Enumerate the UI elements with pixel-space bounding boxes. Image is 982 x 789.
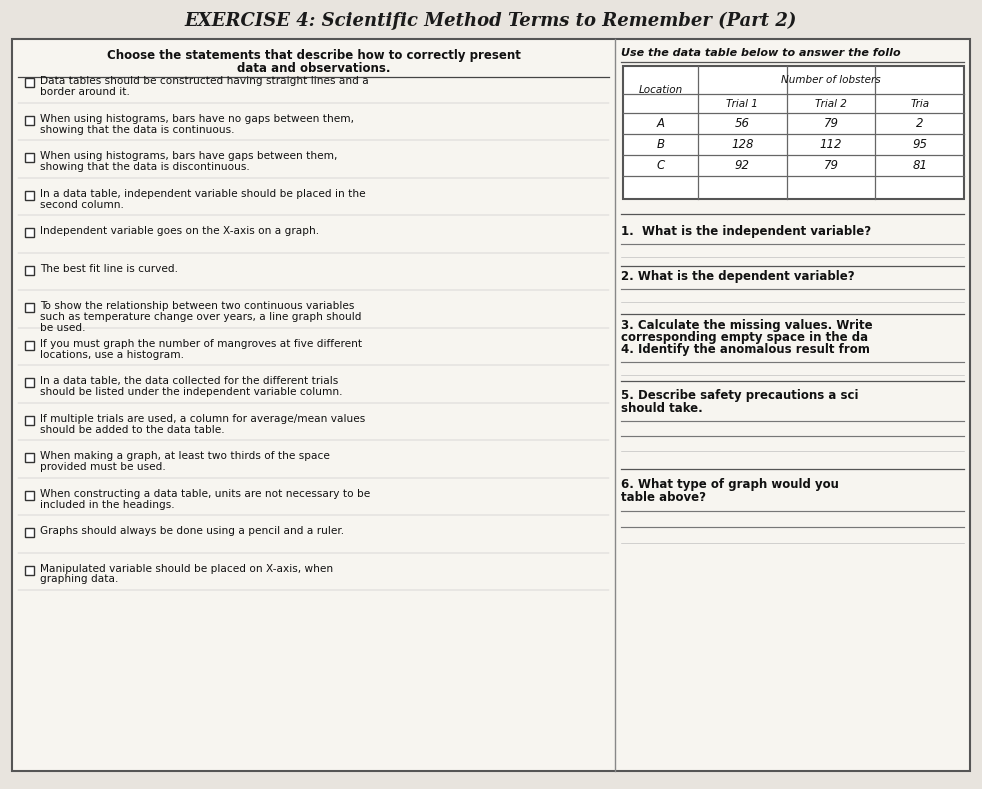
Text: 112: 112 [820,138,843,151]
Text: 2: 2 [916,117,923,130]
Text: locations, use a histogram.: locations, use a histogram. [40,350,184,360]
Text: Number of lobsters: Number of lobsters [782,75,881,85]
Text: Use the data table below to answer the follo: Use the data table below to answer the f… [621,48,900,58]
Text: such as temperature change over years, a line graph should: such as temperature change over years, a… [40,312,361,322]
Text: When constructing a data table, units are not necessary to be: When constructing a data table, units ar… [40,488,370,499]
Bar [25,266,34,275]
Text: 2. What is the dependent variable?: 2. What is the dependent variable? [621,270,854,282]
Text: 1.  What is the independent variable?: 1. What is the independent variable? [621,225,871,237]
Text: Tria: Tria [910,99,929,109]
Text: Choose the statements that describe how to correctly present: Choose the statements that describe how … [107,48,520,62]
Text: 5. Describe safety precautions a sci: 5. Describe safety precautions a sci [621,388,858,402]
Text: Location: Location [638,84,682,95]
Bar [25,115,34,125]
Bar [25,303,34,312]
Text: data and observations.: data and observations. [237,62,390,74]
Text: Independent variable goes on the X-axis on a graph.: Independent variable goes on the X-axis … [40,226,319,236]
Bar [25,190,34,200]
Text: When using histograms, bars have gaps between them,: When using histograms, bars have gaps be… [40,151,338,161]
Text: Trial 1: Trial 1 [727,99,758,109]
Text: A: A [657,117,665,130]
Text: 56: 56 [735,117,750,130]
Bar [25,378,34,387]
Text: 92: 92 [735,159,750,172]
Text: corresponding empty space in the da: corresponding empty space in the da [621,331,868,343]
Text: 79: 79 [824,159,839,172]
Text: border around it.: border around it. [40,87,130,97]
Text: provided must be used.: provided must be used. [40,462,166,472]
Text: showing that the data is discontinuous.: showing that the data is discontinuous. [40,162,249,172]
Text: In a data table, the data collected for the different trials: In a data table, the data collected for … [40,376,338,386]
Text: Graphs should always be done using a pencil and a ruler.: Graphs should always be done using a pen… [40,526,344,536]
Text: graphing data.: graphing data. [40,574,119,585]
Bar [25,228,34,237]
Text: 4. Identify the anomalous result from: 4. Identify the anomalous result from [621,342,870,356]
Text: second column.: second column. [40,200,124,210]
Bar [25,416,34,424]
Text: included in the headings.: included in the headings. [40,499,175,510]
Text: 3. Calculate the missing values. Write: 3. Calculate the missing values. Write [621,319,873,331]
Text: 79: 79 [824,117,839,130]
Text: Data tables should be constructed having straight lines and a: Data tables should be constructed having… [40,76,369,86]
Text: table above?: table above? [621,491,706,503]
Text: The best fit line is curved.: The best fit line is curved. [40,264,178,274]
Bar [25,453,34,462]
Text: When using histograms, bars have no gaps between them,: When using histograms, bars have no gaps… [40,114,354,124]
Text: In a data table, independent variable should be placed in the: In a data table, independent variable sh… [40,189,365,199]
Text: Trial 2: Trial 2 [815,99,846,109]
Text: 81: 81 [912,159,927,172]
Text: showing that the data is continuous.: showing that the data is continuous. [40,125,235,134]
Text: When making a graph, at least two thirds of the space: When making a graph, at least two thirds… [40,451,330,461]
Text: To show the relationship between two continuous variables: To show the relationship between two con… [40,301,355,311]
Bar [623,66,964,199]
Bar [25,78,34,87]
Text: Manipulated variable should be placed on X-axis, when: Manipulated variable should be placed on… [40,563,333,574]
Text: be used.: be used. [40,323,85,333]
Text: EXERCISE 4: Scientific Method Terms to Remember (Part 2): EXERCISE 4: Scientific Method Terms to R… [185,12,797,30]
Text: should be added to the data table.: should be added to the data table. [40,424,225,435]
Text: 128: 128 [732,138,753,151]
Text: should take.: should take. [621,402,703,414]
Bar [25,341,34,350]
Bar [25,153,34,162]
Text: B: B [657,138,665,151]
Bar [25,566,34,574]
Text: C: C [656,159,665,172]
Text: If multiple trials are used, a column for average/mean values: If multiple trials are used, a column fo… [40,413,365,424]
Text: 95: 95 [912,138,927,151]
Text: If you must graph the number of mangroves at five different: If you must graph the number of mangrove… [40,338,362,349]
Bar [25,491,34,499]
Text: 6. What type of graph would you: 6. What type of graph would you [621,477,839,491]
Bar [25,528,34,537]
Text: should be listed under the independent variable column.: should be listed under the independent v… [40,387,343,397]
